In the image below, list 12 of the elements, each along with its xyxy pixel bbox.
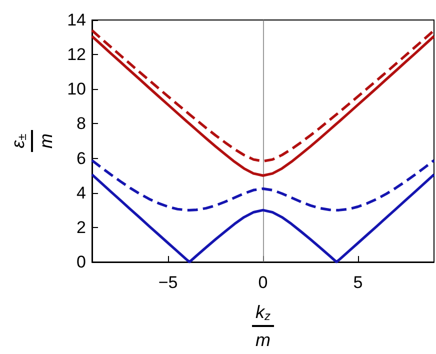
y-tick-label: 8 (76, 114, 86, 134)
x-tick-label: 5 (353, 273, 363, 292)
y-tick-label: 4 (76, 183, 86, 202)
x-tick-label: 0 (258, 273, 268, 292)
y-tick-label: 12 (67, 45, 86, 64)
y-tick-label: 6 (76, 148, 86, 168)
y-tick-label: 10 (67, 80, 86, 99)
x-tick-label: −5 (158, 273, 178, 292)
y-tick-label: 0 (76, 252, 86, 272)
line-series (90, 159, 436, 212)
y-tick-label: 14 (67, 10, 86, 30)
y-tick-label: 2 (76, 218, 86, 237)
